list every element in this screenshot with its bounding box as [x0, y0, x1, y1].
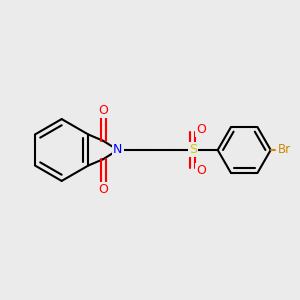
Text: O: O: [196, 164, 206, 177]
Text: N: N: [113, 143, 123, 157]
Text: O: O: [98, 104, 108, 117]
Text: O: O: [98, 183, 108, 196]
Text: O: O: [196, 123, 206, 136]
Text: S: S: [189, 143, 197, 157]
Text: Br: Br: [278, 143, 291, 157]
